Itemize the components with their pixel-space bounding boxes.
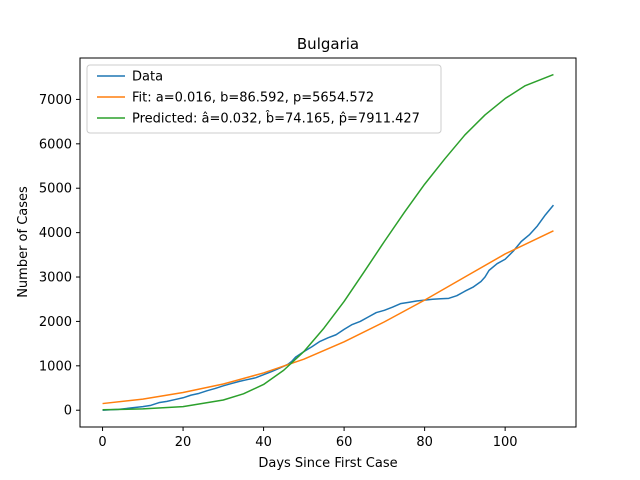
x-axis-label: Days Since First Case [258,456,397,471]
y-tick-label: 0 [64,404,72,419]
y-tick-label: 4000 [39,226,72,241]
chart-title: Bulgaria [297,35,359,53]
y-tick-label: 5000 [39,182,72,197]
plot-frame [79,57,577,428]
legend-label-0: Data [132,70,163,85]
x-tick-label: 80 [416,435,433,450]
x-tick-label: 20 [175,435,192,450]
plot-lines [102,73,555,411]
legend: Data Fit: a=0.016, b=86.592, p=5654.572 Pr… [86,64,442,134]
legend-box [86,64,442,134]
x-tick-label: 100 [493,435,518,450]
series-line-1 [102,230,554,405]
x-tick-label: 40 [255,435,272,450]
x-ticks: 0 20 40 60 80 100 [98,427,518,450]
legend-label-1: Fit: a=0.016, b=86.592, p=5654.572 [132,91,374,106]
y-tick-label: 2000 [39,315,72,330]
x-tick-label: 60 [336,435,353,450]
y-tick-label: 3000 [39,271,72,286]
x-tick-label: 0 [98,435,106,450]
y-tick-label: 7000 [39,93,72,108]
y-tick-label: 1000 [39,359,72,374]
series-line-2 [102,73,554,411]
y-axis-label: Number of Cases [16,186,31,298]
y-ticks: 0 1000 2000 3000 4000 5000 6000 7000 [39,93,80,419]
y-tick-label: 6000 [39,137,72,152]
legend-label-2: Predicted: â=0.032, b̂=74.165, p̂=7911.4… [132,111,420,126]
series-line-0 [102,204,555,411]
